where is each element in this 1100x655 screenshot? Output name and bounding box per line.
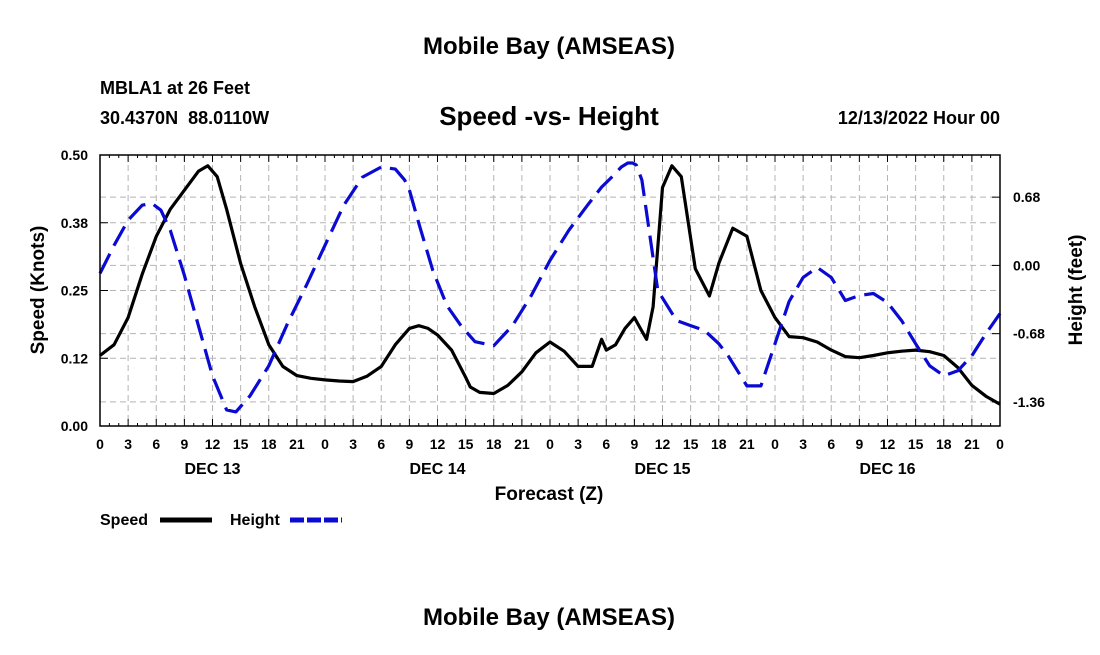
legend-speed-label: Speed	[100, 512, 148, 529]
x-tick-label: 21	[289, 436, 305, 452]
station-name: MBLA1 at 26 Feet	[100, 78, 250, 98]
x-tick-label: 18	[486, 436, 502, 452]
x-tick-label: 18	[261, 436, 277, 452]
x-tick-label: 3	[574, 436, 582, 452]
x-axis-title: Forecast (Z)	[495, 484, 604, 505]
day-label: DEC 15	[634, 461, 690, 478]
x-tick-label: 0	[996, 436, 1004, 452]
left-tick-label: 0.00	[61, 418, 88, 434]
right-tick-label: 0.00	[1013, 257, 1040, 273]
x-tick-label: 3	[124, 436, 132, 452]
grid-lines	[100, 155, 1000, 426]
x-tick-label: 6	[152, 436, 160, 452]
x-tick-label: 6	[377, 436, 385, 452]
x-tick-label: 6	[827, 436, 835, 452]
x-tick-label: 9	[630, 436, 638, 452]
x-tick-label: 9	[855, 436, 863, 452]
left-axis-title: Speed (Knots)	[28, 226, 49, 355]
right-axis-ticks: -1.36 -0.68 0.00 0.68	[992, 189, 1045, 410]
chart-subtitle: Speed -vs- Height	[439, 101, 659, 131]
footer-title: Mobile Bay (AMSEAS)	[423, 604, 675, 631]
x-tick-label: 15	[458, 436, 474, 452]
legend: Speed Height	[100, 512, 342, 529]
x-tick-label: 18	[711, 436, 727, 452]
x-tick-label: 0	[771, 436, 779, 452]
station-coordinates: 30.4370N 88.0110W	[100, 108, 269, 128]
x-tick-label: 9	[405, 436, 413, 452]
left-axis-ticks: 0.00 0.12 0.25 0.38 0.50	[61, 147, 108, 434]
x-tick-label: 3	[799, 436, 807, 452]
chart-main-title: Mobile Bay (AMSEAS)	[423, 33, 675, 60]
x-tick-label: 9	[180, 436, 188, 452]
x-tick-label: 21	[964, 436, 980, 452]
data-series	[98, 161, 1002, 414]
right-axis-title: Height (feet)	[1066, 235, 1087, 346]
x-tick-label: 15	[683, 436, 699, 452]
legend-height-label: Height	[230, 512, 280, 529]
x-tick-label: 12	[205, 436, 221, 452]
x-tick-label: 12	[880, 436, 896, 452]
x-tick-label: 15	[233, 436, 249, 452]
left-tick-label: 0.12	[61, 350, 88, 366]
left-tick-label: 0.38	[61, 215, 88, 231]
right-tick-label: 0.68	[1013, 189, 1040, 205]
x-tick-label: 21	[739, 436, 755, 452]
x-tick-label: 18	[936, 436, 952, 452]
x-axis-ticks: 0 3 6 9 12 15 18 21 0 3 6 9 12 15 18 21 0 3 6 9 12 15 18 21 0 3 6 9…	[96, 436, 1004, 452]
run-timestamp: 12/13/2022 Hour 00	[838, 108, 1000, 128]
x-tick-label: 12	[430, 436, 446, 452]
x-tick-label: 6	[602, 436, 610, 452]
x-tick-label: 0	[96, 436, 104, 452]
x-tick-label: 3	[349, 436, 357, 452]
x-tick-label: 21	[514, 436, 530, 452]
x-tick-label: 15	[908, 436, 924, 452]
x-tick-label: 0	[546, 436, 554, 452]
right-tick-label: -0.68	[1013, 326, 1045, 342]
day-label: DEC 13	[184, 461, 240, 478]
x-axis-day-labels: DEC 13 DEC 14 DEC 15 DEC 16	[184, 461, 915, 478]
right-tick-label: -1.36	[1013, 394, 1045, 410]
x-tick-label: 12	[655, 436, 671, 452]
day-label: DEC 14	[409, 461, 465, 478]
left-tick-label: 0.50	[61, 147, 88, 163]
series-line-speed	[99, 164, 1001, 406]
x-tick-label: 0	[321, 436, 329, 452]
left-tick-label: 0.25	[61, 283, 88, 299]
series-line-height	[98, 161, 1002, 414]
day-label: DEC 16	[859, 461, 915, 478]
